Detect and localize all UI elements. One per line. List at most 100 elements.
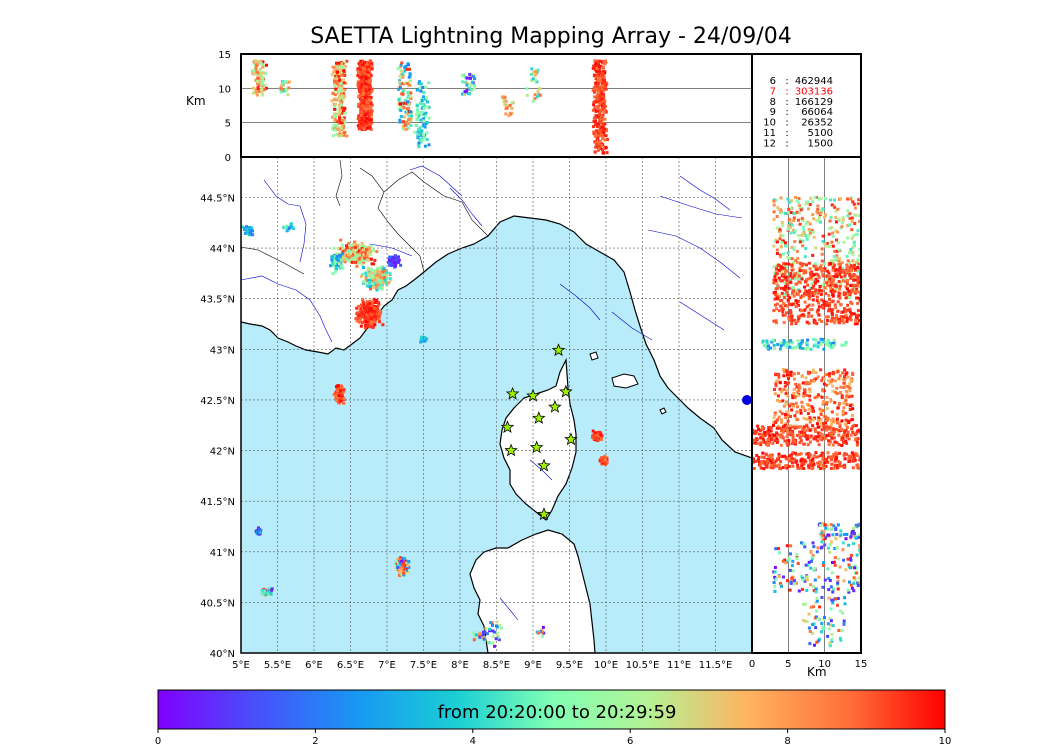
lightning-source [849, 248, 853, 252]
lightning-source [848, 389, 852, 393]
lon-tick-label: 11°E [667, 660, 691, 671]
lightning-source [839, 385, 843, 389]
lightning-source [798, 441, 802, 445]
lightning-source [419, 89, 423, 93]
lightning-source [815, 640, 819, 644]
lightning-source [592, 130, 596, 134]
lightning-source [598, 102, 602, 106]
lightning-source [846, 430, 850, 434]
lightning-source [792, 388, 796, 392]
lightning-source [406, 95, 410, 99]
lightning-source [375, 307, 379, 311]
lightning-source [378, 274, 382, 277]
count-station-number: 7 [770, 86, 776, 97]
lightning-source [842, 579, 846, 583]
lightning-source [827, 279, 831, 283]
lightning-source [851, 246, 855, 249]
lightning-source [371, 285, 375, 289]
lightning-source [357, 313, 361, 317]
lightning-source [377, 286, 381, 290]
lightning-source [784, 262, 788, 266]
lightning-source [788, 454, 791, 458]
lightning-source [787, 465, 791, 468]
lightning-source [401, 120, 405, 124]
lightning-source [803, 255, 807, 259]
lightning-source [827, 431, 831, 435]
lightning-source [810, 405, 814, 409]
lightning-source [787, 558, 791, 562]
lightning-source [776, 439, 780, 443]
lightning-source [789, 455, 793, 458]
lightning-source [358, 89, 362, 93]
lightning-source [760, 432, 764, 436]
lightning-source [781, 310, 785, 314]
lightning-source [799, 296, 803, 300]
lightning-source [804, 202, 808, 206]
lightning-source [810, 308, 814, 311]
lightning-source [826, 426, 830, 430]
lightning-source [370, 313, 374, 317]
lightning-source [835, 603, 839, 607]
lightning-source [336, 247, 340, 250]
lightning-source [811, 555, 815, 559]
height-tick-label: 0 [225, 153, 231, 164]
lightning-source [815, 395, 819, 399]
lightning-source [811, 213, 815, 217]
lightning-source [779, 460, 783, 463]
lightning-source [350, 260, 354, 264]
lightning-source [832, 290, 836, 293]
lightning-source [812, 588, 816, 592]
lightning-source [592, 119, 596, 123]
lightning-source [262, 88, 266, 92]
lightning-source [816, 439, 820, 443]
lightning-source [367, 274, 371, 278]
lightning-source [774, 459, 778, 463]
lightning-source [785, 388, 789, 392]
lightning-source [814, 288, 818, 292]
lightning-source [853, 566, 857, 570]
lightning-source [367, 320, 371, 324]
lightning-source [810, 409, 814, 413]
count-separator: : [785, 97, 788, 108]
lightning-source [815, 295, 819, 299]
lightning-source [369, 257, 373, 261]
lightning-source [600, 104, 604, 107]
lightning-source [769, 464, 773, 468]
lightning-source [812, 463, 816, 467]
lightning-source [424, 85, 428, 89]
lightning-source [780, 412, 784, 416]
lightning-source [336, 389, 340, 393]
lightning-source [465, 83, 469, 87]
lightning-source [806, 220, 810, 224]
lightning-source [597, 88, 601, 92]
lightning-source [786, 227, 790, 231]
lightning-source [836, 207, 840, 211]
lightning-source [856, 584, 860, 587]
lightning-source [785, 290, 789, 294]
lightning-source [838, 451, 841, 455]
lightning-source [762, 460, 766, 464]
lightning-source [343, 72, 347, 76]
lightning-source [767, 426, 771, 429]
lightning-source [801, 313, 805, 317]
lightning-source [844, 313, 848, 317]
lightning-source [533, 73, 537, 77]
lightning-source [800, 400, 804, 404]
lightning-source [257, 527, 261, 531]
lightning-source [491, 623, 494, 627]
lightning-source [251, 233, 255, 237]
lightning-source [829, 466, 833, 470]
lightning-source [373, 301, 377, 304]
lightning-source [794, 401, 798, 405]
lightning-source [400, 61, 404, 65]
lightning-source [848, 266, 852, 270]
lightning-source [337, 61, 341, 65]
lightning-source [815, 322, 819, 326]
lightning-source [337, 394, 341, 397]
lightning-source [773, 413, 777, 417]
lightning-source [419, 82, 423, 86]
lightning-source [818, 285, 822, 288]
lightning-source [366, 266, 370, 270]
lightning-source [826, 338, 830, 342]
lightning-source [772, 217, 776, 221]
